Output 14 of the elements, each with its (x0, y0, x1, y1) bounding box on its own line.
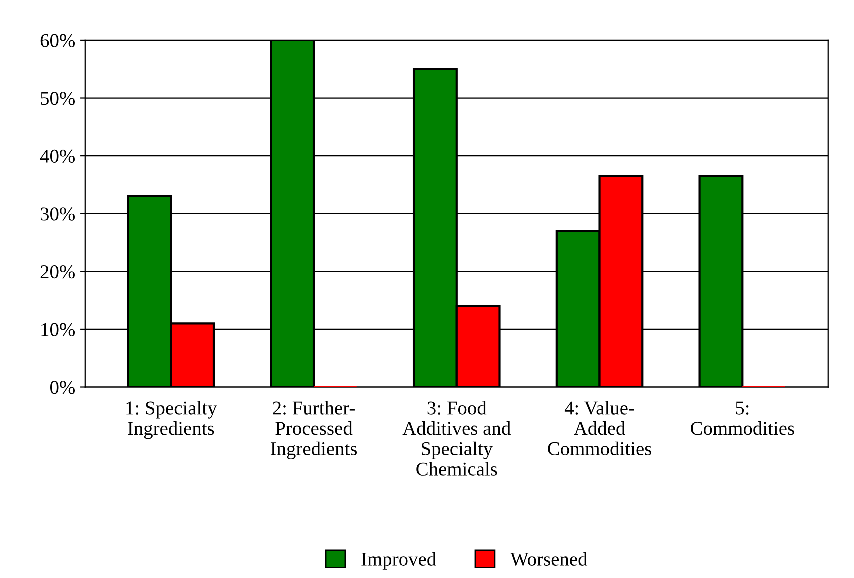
x-tick-label: 2: Further- Processed Ingredients (270, 401, 358, 460)
y-tick-label: 20% (40, 265, 76, 279)
y-tick-label: 0% (50, 381, 76, 394)
y-tick-label: 30% (40, 208, 76, 221)
y-tick-label: 40% (40, 150, 76, 164)
legend-label: Worsened (510, 552, 588, 566)
y-tick-label: 60% (40, 34, 76, 48)
y-tick-label: 10% (42, 323, 76, 336)
x-tick-label: 4: Value- Added Commodities (548, 401, 652, 456)
x-tick-label: 5: Commodities (691, 402, 794, 436)
legend-label: Improved (362, 552, 436, 570)
y-tick-label: 50% (41, 92, 76, 106)
x-tick-label: 3: Food Additives and Specialty Chemicals (402, 401, 511, 476)
x-tick-label: 1: Specialty Ingredients (126, 401, 218, 440)
